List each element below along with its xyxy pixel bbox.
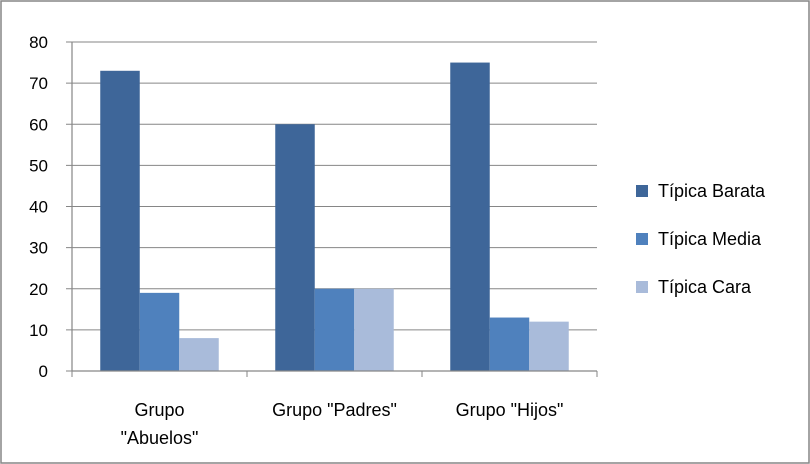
- bar: [529, 321, 569, 371]
- legend-label: Típica Media: [658, 229, 762, 249]
- bar: [275, 124, 315, 371]
- bar: [450, 62, 490, 371]
- bars: [100, 62, 569, 371]
- y-tick-label: 60: [29, 115, 48, 134]
- bar: [179, 338, 219, 371]
- axes: [66, 41, 598, 377]
- y-tick-label: 40: [29, 198, 48, 217]
- y-tick-label: 80: [29, 33, 48, 52]
- legend-swatch: [636, 281, 648, 293]
- bar: [314, 288, 355, 371]
- y-tick-label: 20: [29, 280, 48, 299]
- legend-label: Típica Cara: [658, 277, 752, 297]
- legend-swatch: [636, 185, 648, 197]
- y-tick-label: 10: [29, 321, 48, 340]
- legend-swatch: [636, 233, 648, 245]
- x-category-label: Grupo "Padres": [272, 400, 397, 420]
- x-category-label: Grupo "Hijos": [456, 400, 564, 420]
- x-category-labels: Grupo "Abuelos" Grupo "Padres" Grupo "Hijos…: [121, 400, 564, 448]
- y-tick-label: 50: [29, 156, 48, 175]
- legend-label: Típica Barata: [658, 181, 766, 201]
- legend: Típica Barata Típica Media Típica Cara: [636, 181, 766, 297]
- bar: [354, 288, 394, 371]
- y-tick-labels: 0 10 20 30 40 50 60 70 80: [29, 33, 48, 381]
- bar: [139, 292, 180, 371]
- bar: [100, 70, 140, 371]
- y-tick-label: 0: [39, 362, 48, 381]
- y-tick-label: 30: [29, 239, 48, 258]
- y-tick-label: 70: [29, 74, 48, 93]
- x-category-label: Grupo "Abuelos": [121, 400, 199, 448]
- bar: [489, 317, 530, 371]
